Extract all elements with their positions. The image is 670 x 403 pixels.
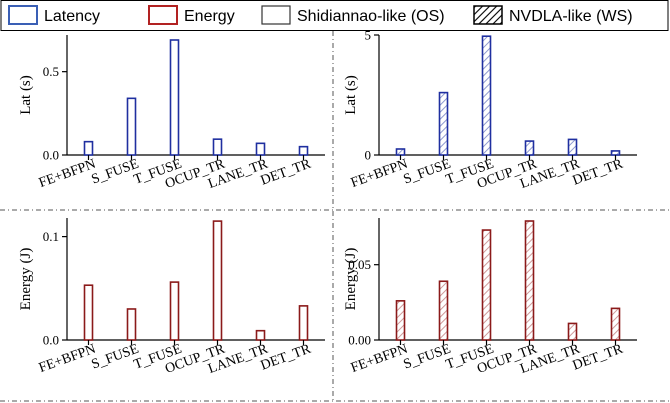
y-tick-label: 0.0 [43, 148, 59, 163]
y-axis-label: Energy (J) [343, 248, 359, 311]
y-axis-label: Lat (s) [343, 75, 359, 115]
legend-swatch-shidiannao [261, 5, 291, 25]
x-tick-label: S_FUSE [90, 342, 141, 373]
bar-ocup-tr [524, 220, 535, 341]
x-tick-label: DET_TR [259, 341, 314, 373]
bar-det-tr [298, 305, 309, 341]
x-tick-label: DET_TR [571, 341, 626, 373]
bar-lane-tr [567, 138, 578, 156]
legend-item-latency: Latency [8, 5, 100, 25]
bar-t-fuse [481, 229, 492, 341]
legend: Latency Energy Shidiannao-like (OS) NVDL… [0, 0, 669, 31]
legend-label-energy: Energy [184, 8, 235, 25]
legend-swatch-energy [148, 5, 178, 25]
y-tick-label: 0.0 [43, 333, 59, 348]
bar-lane-tr [567, 322, 578, 341]
bar-det-tr [610, 307, 621, 341]
x-tick-label: DET_TR [571, 156, 626, 188]
legend-item-shidiannao: Shidiannao-like (OS) [261, 5, 445, 25]
bar-fe-bfpn [395, 300, 406, 341]
bar-t-fuse [169, 281, 180, 341]
bar-fe-bfpn [395, 148, 406, 156]
bar-t-fuse [169, 39, 180, 156]
bar-s-fuse [438, 280, 449, 341]
y-tick-label: 5 [365, 28, 372, 43]
legend-item-nvdla: NVDLA-like (WS) [473, 5, 633, 25]
x-tick-label: FE+BFPN [349, 157, 410, 191]
legend-frame [0, 0, 669, 31]
y-axis-label: Lat (s) [18, 75, 34, 115]
y-tick-label: 0.1 [43, 229, 59, 244]
bar-s-fuse [126, 97, 137, 156]
legend-label-latency: Latency [44, 8, 100, 25]
legend-swatch-latency [8, 5, 38, 25]
legend-item-energy: Energy [148, 5, 235, 25]
bar-det-tr [610, 150, 621, 156]
x-tick-label: DET_TR [259, 156, 314, 188]
y-tick-label: 0.5 [43, 64, 59, 79]
bar-ocup-tr [524, 140, 535, 156]
bar-fe-bfpn [83, 284, 94, 341]
bar-fe-bfpn [83, 140, 94, 156]
x-tick-label: S_FUSE [402, 157, 453, 188]
legend-label-shidiannao: Shidiannao-like (OS) [297, 8, 445, 25]
x-tick-label: S_FUSE [402, 342, 453, 373]
legend-swatch-nvdla [473, 5, 503, 25]
bar-lane-tr [255, 142, 266, 156]
y-tick-label: 0.00 [348, 333, 371, 348]
y-tick-label: 0 [365, 148, 372, 163]
x-tick-label: S_FUSE [90, 157, 141, 188]
bar-ocup-tr [212, 220, 223, 341]
y-axis-label: Energy (J) [18, 248, 34, 311]
y-tick-label: 0.05 [348, 257, 371, 272]
bar-lane-tr [255, 329, 266, 341]
bar-s-fuse [126, 308, 137, 341]
bar-s-fuse [438, 91, 449, 156]
bar-t-fuse [481, 35, 492, 156]
bar-ocup-tr [212, 138, 223, 156]
legend-label-nvdla: NVDLA-like (WS) [509, 8, 633, 25]
bar-det-tr [298, 145, 309, 156]
